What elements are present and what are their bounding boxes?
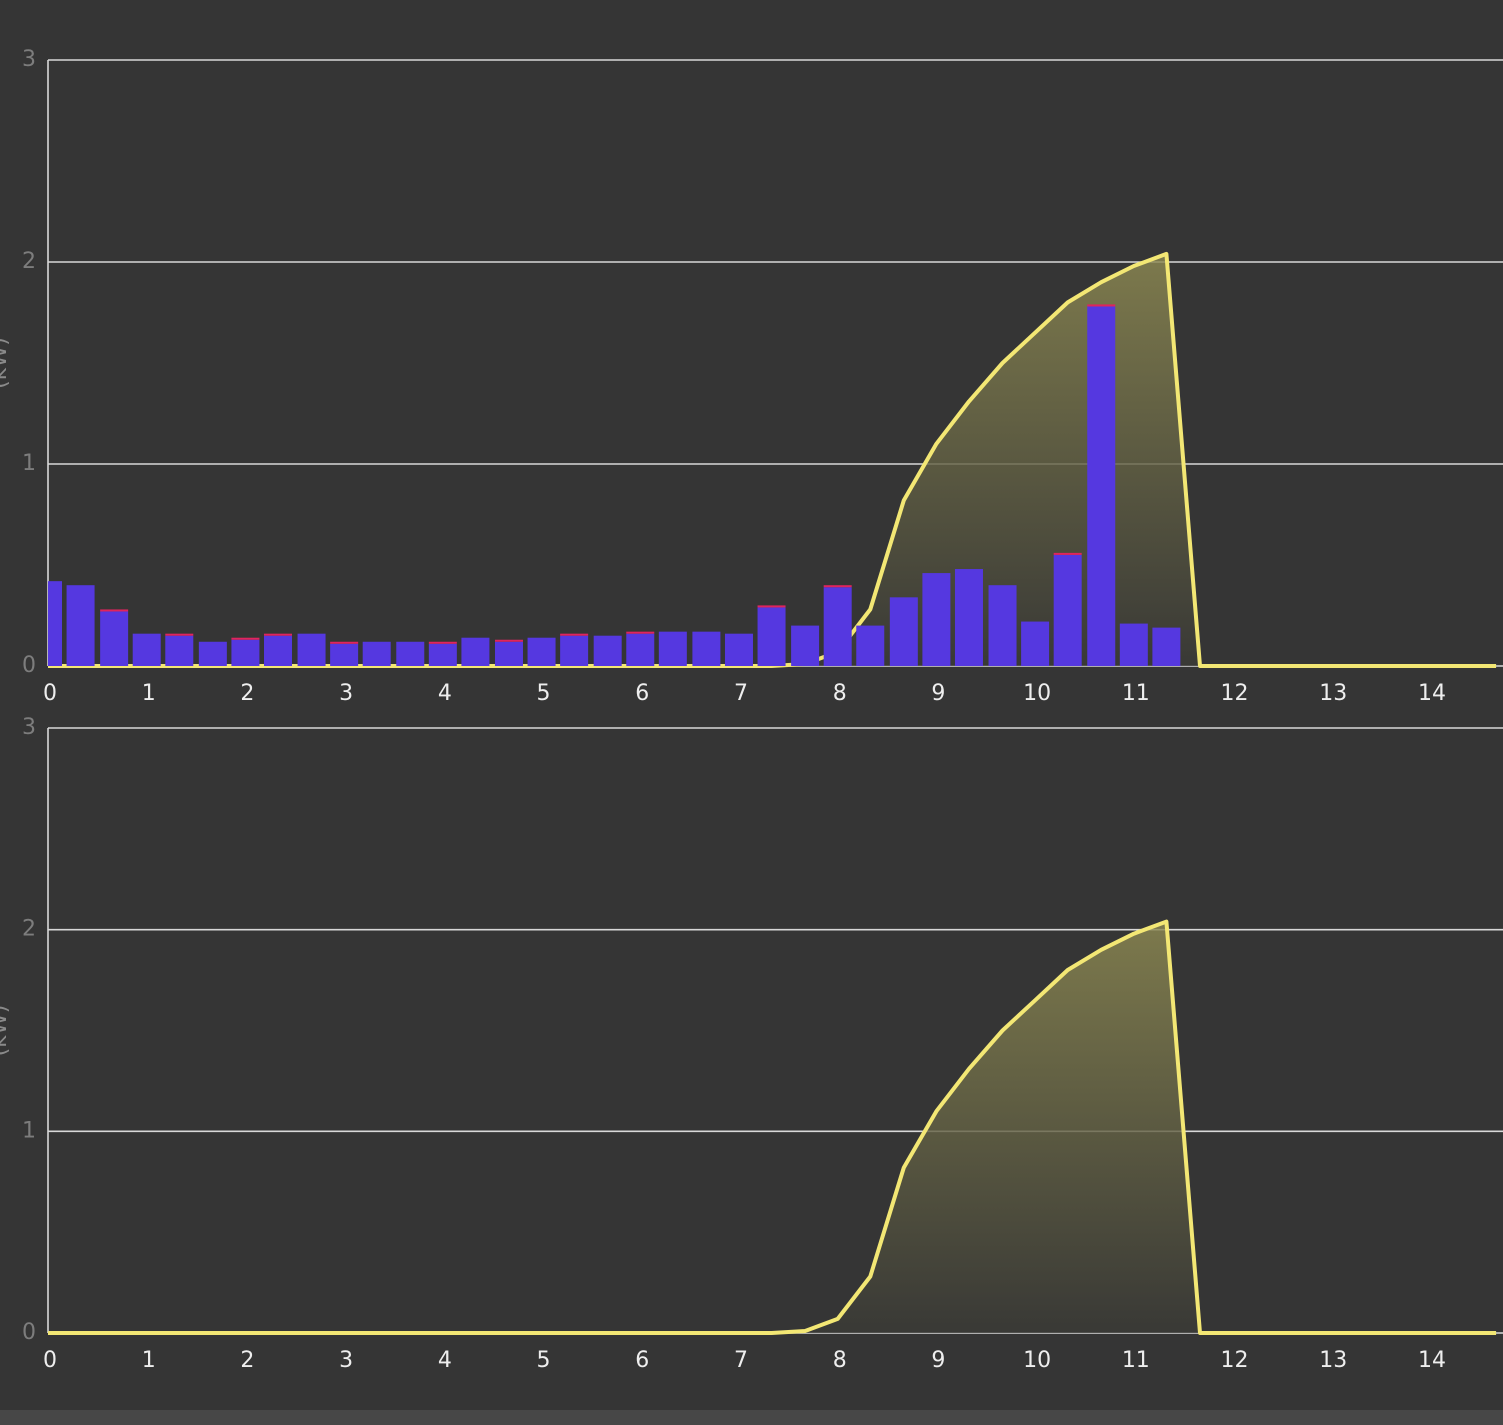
x-tick-label: 0 xyxy=(43,681,57,706)
x-tick-label: 11 xyxy=(1122,681,1150,706)
plot-area xyxy=(48,919,1497,1335)
y-tick-label: 2 xyxy=(22,249,36,274)
x-tick-label: 5 xyxy=(537,681,551,706)
bar xyxy=(692,631,721,666)
bar xyxy=(889,597,918,666)
bar xyxy=(1152,627,1181,666)
bar xyxy=(1053,554,1082,666)
x-tick-label: 14 xyxy=(1418,681,1446,706)
x-tick-label: 7 xyxy=(734,681,748,706)
bar xyxy=(560,633,589,636)
bar xyxy=(330,641,359,644)
bar xyxy=(165,633,194,636)
bar xyxy=(856,625,885,666)
bar xyxy=(396,641,425,666)
y-tick-label: 3 xyxy=(22,47,36,72)
y-tick-label: 0 xyxy=(22,653,36,678)
x-tick-label: 1 xyxy=(142,1348,156,1373)
y-tick-label: 0 xyxy=(22,1320,36,1345)
x-tick-label: 5 xyxy=(537,1348,551,1373)
x-tick-label: 3 xyxy=(339,1348,353,1373)
x-tick-label: 10 xyxy=(1023,681,1051,706)
bar xyxy=(757,607,786,666)
bar xyxy=(922,573,951,666)
bar xyxy=(100,609,129,612)
area-fill xyxy=(48,253,1497,666)
plot-area xyxy=(48,251,1497,668)
bar xyxy=(297,633,326,666)
bar xyxy=(724,633,753,666)
bar xyxy=(263,633,292,636)
y-axis-label: (kW) xyxy=(0,337,12,389)
bar xyxy=(626,631,655,634)
bar xyxy=(1021,621,1050,666)
x-tick-label: 4 xyxy=(438,1348,452,1373)
y-tick-label: 1 xyxy=(22,451,36,476)
area-fill xyxy=(48,921,1497,1333)
bar xyxy=(658,631,687,666)
bar xyxy=(132,633,161,666)
bar xyxy=(954,569,983,666)
bar xyxy=(1087,306,1116,666)
bar xyxy=(1119,623,1148,666)
bar xyxy=(231,637,260,640)
bar xyxy=(823,585,852,588)
x-tick-label: 11 xyxy=(1122,1348,1150,1373)
x-tick-label: 14 xyxy=(1418,1348,1446,1373)
bar xyxy=(263,635,292,666)
x-tick-label: 9 xyxy=(931,1348,945,1373)
bar xyxy=(823,587,852,666)
bar xyxy=(100,611,129,666)
x-tick-label: 9 xyxy=(931,681,945,706)
bar xyxy=(231,639,260,666)
bar xyxy=(428,641,457,644)
y-tick-label: 1 xyxy=(22,1118,36,1143)
bottom-bar xyxy=(0,1410,1503,1425)
x-tick-label: 4 xyxy=(438,681,452,706)
bar xyxy=(593,635,622,666)
x-tick-label: 8 xyxy=(833,681,847,706)
x-tick-label: 2 xyxy=(240,681,254,706)
x-tick-label: 1 xyxy=(142,681,156,706)
bar xyxy=(1053,552,1082,555)
x-tick-label: 2 xyxy=(240,1348,254,1373)
bar xyxy=(757,605,786,608)
x-tick-label: 13 xyxy=(1319,1348,1347,1373)
bar xyxy=(330,643,359,666)
x-tick-label: 13 xyxy=(1319,681,1347,706)
x-tick-label: 12 xyxy=(1221,681,1249,706)
bar xyxy=(48,581,62,666)
bar xyxy=(198,641,227,666)
bar xyxy=(527,637,556,666)
bar xyxy=(66,585,95,666)
x-tick-label: 7 xyxy=(734,1348,748,1373)
y-tick-label: 2 xyxy=(22,917,36,942)
bar xyxy=(560,635,589,666)
y-tick-label: 3 xyxy=(22,715,36,740)
bar xyxy=(165,635,194,666)
bar xyxy=(461,637,490,666)
bar xyxy=(791,625,820,666)
bar xyxy=(626,633,655,666)
bar xyxy=(362,641,391,666)
bar xyxy=(988,585,1017,666)
x-tick-label: 12 xyxy=(1221,1348,1249,1373)
x-tick-label: 6 xyxy=(635,681,649,706)
x-tick-label: 3 xyxy=(339,681,353,706)
x-tick-label: 6 xyxy=(635,1348,649,1373)
x-tick-label: 8 xyxy=(833,1348,847,1373)
x-tick-label: 0 xyxy=(43,1348,57,1373)
bar xyxy=(1087,304,1116,307)
area-line xyxy=(48,919,1497,1335)
bar xyxy=(494,639,523,642)
bar xyxy=(494,641,523,666)
y-axis-label: (kW) xyxy=(0,1005,12,1057)
x-tick-label: 10 xyxy=(1023,1348,1051,1373)
bar xyxy=(428,643,457,666)
